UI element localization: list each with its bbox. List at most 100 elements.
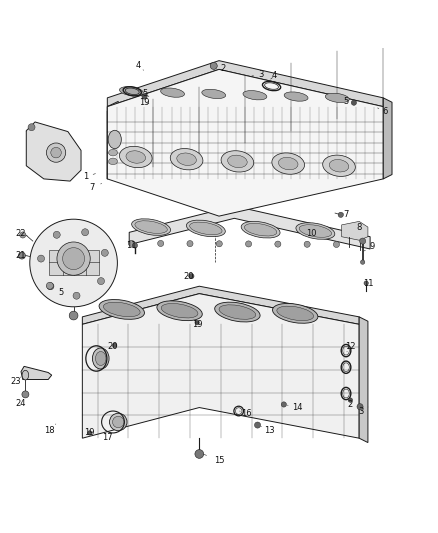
Polygon shape (107, 61, 383, 107)
Text: 4: 4 (135, 61, 141, 70)
Text: 11: 11 (126, 241, 137, 250)
Circle shape (51, 147, 61, 158)
Ellipse shape (126, 151, 145, 163)
Text: 5: 5 (343, 97, 349, 106)
Text: 4: 4 (272, 71, 277, 80)
Circle shape (360, 260, 365, 264)
Ellipse shape (120, 147, 152, 168)
Circle shape (132, 243, 138, 248)
Circle shape (189, 273, 194, 279)
Ellipse shape (120, 87, 143, 96)
Ellipse shape (110, 413, 127, 431)
Ellipse shape (325, 93, 349, 102)
Ellipse shape (108, 130, 121, 149)
Circle shape (46, 143, 66, 162)
Circle shape (360, 238, 366, 244)
Text: 10: 10 (306, 229, 316, 238)
Text: 8: 8 (357, 223, 362, 231)
Text: 20: 20 (183, 272, 194, 281)
Circle shape (158, 240, 164, 247)
Polygon shape (359, 317, 368, 442)
Circle shape (304, 241, 310, 247)
Circle shape (351, 100, 357, 106)
Polygon shape (26, 122, 81, 181)
Text: 19: 19 (139, 98, 150, 107)
Polygon shape (107, 69, 383, 216)
Ellipse shape (244, 223, 277, 236)
Circle shape (281, 402, 286, 407)
Ellipse shape (161, 303, 198, 318)
Polygon shape (129, 206, 370, 249)
Text: 3: 3 (359, 407, 364, 416)
Ellipse shape (99, 300, 145, 319)
Circle shape (73, 292, 80, 299)
Circle shape (275, 241, 281, 247)
Circle shape (57, 242, 90, 275)
Text: 21: 21 (16, 251, 26, 260)
Ellipse shape (190, 222, 222, 235)
Text: 17: 17 (102, 433, 113, 442)
Circle shape (364, 281, 368, 285)
Text: 18: 18 (44, 426, 54, 435)
Polygon shape (342, 221, 368, 240)
Polygon shape (82, 286, 359, 324)
Ellipse shape (279, 157, 298, 170)
Text: 7: 7 (343, 211, 349, 219)
Polygon shape (107, 101, 118, 179)
Circle shape (98, 278, 105, 285)
Circle shape (30, 219, 117, 307)
Text: 5: 5 (142, 89, 147, 98)
Ellipse shape (109, 149, 117, 156)
Ellipse shape (221, 151, 254, 172)
Circle shape (210, 62, 217, 69)
Ellipse shape (103, 302, 140, 317)
Ellipse shape (132, 219, 170, 236)
Polygon shape (82, 294, 359, 438)
Ellipse shape (215, 302, 260, 322)
Circle shape (357, 403, 363, 410)
Ellipse shape (202, 90, 226, 99)
Ellipse shape (187, 220, 225, 237)
Circle shape (28, 124, 35, 131)
Polygon shape (21, 366, 52, 379)
Circle shape (333, 241, 339, 247)
Circle shape (47, 282, 54, 290)
Ellipse shape (243, 91, 267, 100)
Ellipse shape (299, 225, 332, 237)
Ellipse shape (219, 305, 256, 319)
Text: 2: 2 (348, 400, 353, 409)
Circle shape (53, 231, 60, 238)
Ellipse shape (157, 301, 202, 321)
Text: 2: 2 (221, 63, 226, 72)
Circle shape (22, 391, 29, 398)
Text: 5: 5 (59, 288, 64, 297)
Ellipse shape (113, 416, 124, 427)
Ellipse shape (109, 158, 117, 165)
Ellipse shape (170, 149, 203, 170)
Circle shape (88, 431, 92, 435)
Ellipse shape (284, 92, 308, 101)
Ellipse shape (177, 153, 196, 165)
Circle shape (195, 320, 199, 325)
Circle shape (46, 282, 53, 289)
Circle shape (254, 422, 261, 428)
Text: 23: 23 (10, 377, 21, 386)
Polygon shape (49, 250, 99, 275)
Circle shape (69, 311, 78, 320)
Circle shape (216, 241, 223, 247)
Ellipse shape (296, 223, 335, 239)
Ellipse shape (135, 221, 167, 233)
Ellipse shape (277, 306, 314, 320)
Circle shape (38, 255, 45, 262)
Text: 14: 14 (292, 403, 302, 412)
Circle shape (101, 249, 108, 256)
Circle shape (338, 212, 343, 217)
Circle shape (348, 398, 353, 402)
Text: 15: 15 (214, 456, 224, 465)
Polygon shape (383, 98, 392, 179)
Text: 9: 9 (370, 243, 375, 251)
Circle shape (187, 240, 193, 247)
Circle shape (81, 229, 88, 236)
Text: 20: 20 (108, 342, 118, 351)
Text: 7: 7 (89, 183, 95, 192)
